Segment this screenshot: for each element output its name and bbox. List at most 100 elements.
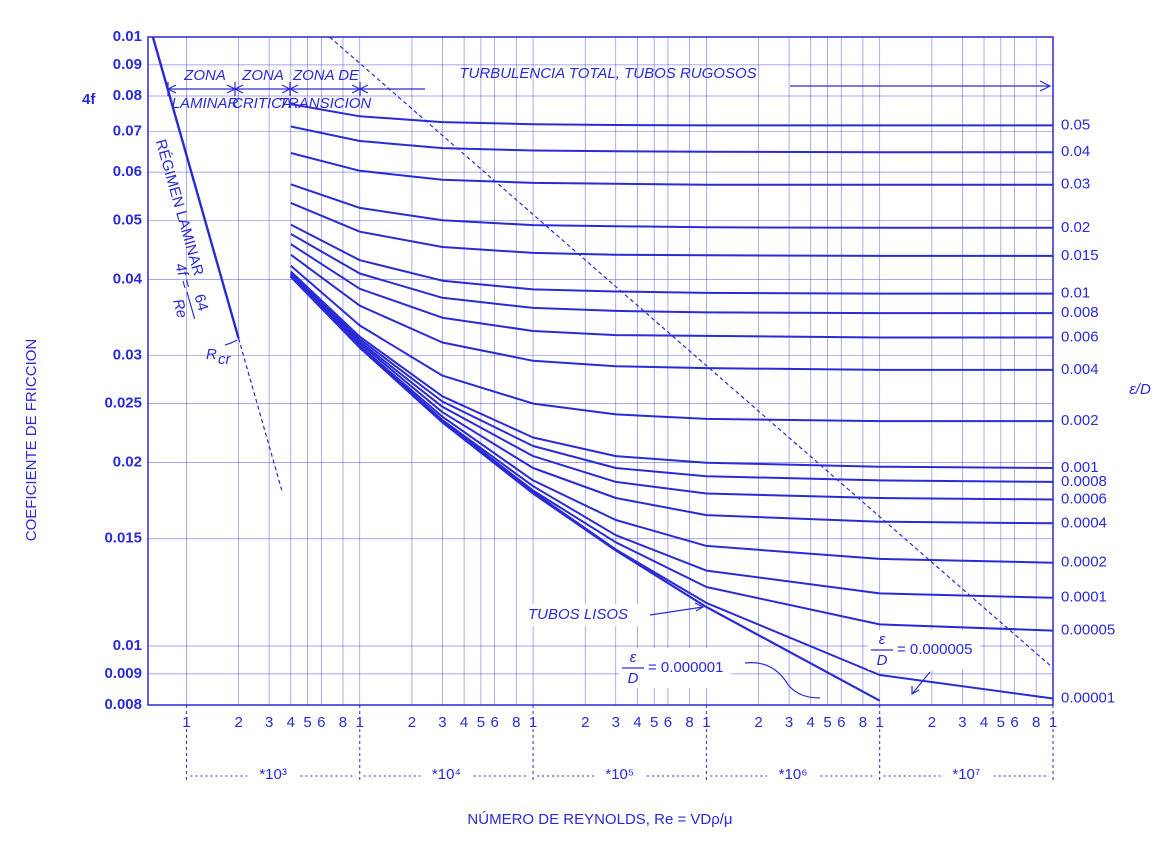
- zone-label: ZONA: [183, 67, 226, 84]
- roughness-label: 0.0001: [1061, 589, 1107, 606]
- decade-multiplier: *10⁵: [605, 766, 634, 783]
- label-bg: [1057, 246, 1123, 265]
- label-bg: [1057, 689, 1123, 708]
- x-tick-label: 8: [339, 714, 347, 731]
- y-tick-label: 0.09: [113, 56, 142, 73]
- roughness-label: 0.01: [1061, 285, 1090, 302]
- label-bg: [1057, 116, 1123, 135]
- roughness-curve: [290, 274, 1054, 525]
- roughness-curve: [290, 270, 1054, 469]
- x-tick-label: 3: [265, 714, 273, 731]
- roughness-curve: [290, 272, 1054, 483]
- roughness-label: 0.006: [1061, 328, 1099, 345]
- laminar-extension: [238, 338, 283, 491]
- y-axis-label: COEFICIENTE DE FRICCION: [23, 339, 40, 542]
- annotation-den: D: [877, 652, 888, 669]
- x-tick-label: 2: [408, 714, 416, 731]
- x-tick-label: 6: [490, 714, 498, 731]
- label-bg: [1057, 143, 1123, 162]
- annotation-den: D: [628, 670, 639, 687]
- smooth-label: TUBOS LISOS: [528, 606, 628, 623]
- label-bg: [247, 764, 300, 786]
- roughness-curve: [290, 223, 1053, 295]
- y-tick-label: 0.015: [104, 530, 142, 547]
- zone-label: TRANSICION: [279, 95, 372, 112]
- fraction-bar: [186, 291, 196, 320]
- x-tick-label: 8: [512, 714, 520, 731]
- right-axis-label: ε/D: [1129, 381, 1151, 398]
- roughness-label: 0.002: [1061, 412, 1099, 429]
- label-bg: [1057, 459, 1123, 478]
- roughness-label: 0.03: [1061, 176, 1090, 193]
- decade-multiplier: *10³: [259, 766, 287, 783]
- label-bg: [1057, 412, 1123, 431]
- label-bg: [1057, 588, 1123, 607]
- x-tick-label: 3: [438, 714, 446, 731]
- label-bg: [1057, 284, 1123, 303]
- x-tick-label: 2: [928, 714, 936, 731]
- roughness-label: 0.02: [1061, 219, 1090, 236]
- roughness-curve: [290, 152, 1053, 186]
- label-bg: [1057, 175, 1123, 194]
- transition-boundary: [329, 36, 1051, 666]
- x-tick-label: 4: [460, 714, 468, 731]
- y-tick-label: 0.01: [113, 637, 142, 654]
- x-axis-label: NÚMERO DE REYNOLDS, Re = VDρ/μ: [467, 811, 732, 828]
- label-bg: [1057, 328, 1123, 347]
- roughness-label: 0.00005: [1061, 622, 1115, 639]
- top-label: 4f: [82, 91, 96, 108]
- laminar-line: [151, 36, 240, 339]
- x-tick-label: 2: [234, 714, 242, 731]
- y-tick-label: 0.03: [113, 346, 142, 363]
- x-tick-label: 1: [702, 714, 710, 731]
- x-tick-label: 1: [876, 714, 884, 731]
- roughness-label: 0.0002: [1061, 554, 1107, 571]
- roughness-curve: [290, 253, 1053, 371]
- roughness-label: 0.004: [1061, 361, 1099, 378]
- zone-label: ZONA DE: [292, 67, 360, 84]
- annotation-num: ε: [630, 649, 637, 666]
- x-tick-label: 6: [317, 714, 325, 731]
- y-tick-label: 0.06: [113, 163, 142, 180]
- roughness-label: 0.008: [1061, 304, 1099, 321]
- critical-label: R: [206, 346, 217, 363]
- label-bg: [1057, 490, 1123, 509]
- decade-multiplier: *10⁷: [952, 766, 980, 783]
- x-tick-label: 4: [287, 714, 295, 731]
- zone-label: CRITICA: [232, 95, 292, 112]
- roughness-label: 0.001: [1061, 459, 1099, 476]
- x-tick-label: 5: [477, 714, 485, 731]
- x-tick-label: 4: [980, 714, 988, 731]
- formula-num: 64: [191, 292, 212, 313]
- x-tick-label: 1: [1049, 714, 1057, 731]
- x-tick-label: 5: [823, 714, 831, 731]
- x-tick-label: 6: [837, 714, 845, 731]
- x-tick-label: 8: [859, 714, 867, 731]
- y-tick-label: 0.05: [113, 211, 142, 228]
- roughness-label: 0.0006: [1061, 490, 1107, 507]
- zone-label: LAMINAR: [172, 95, 239, 112]
- roughness-curve: [290, 272, 1054, 501]
- y-tick-label: 0.008: [104, 696, 142, 713]
- x-tick-label: 6: [1010, 714, 1018, 731]
- x-tick-label: 1: [356, 714, 364, 731]
- roughness-label: 0.05: [1061, 116, 1090, 133]
- x-tick-label: 2: [754, 714, 762, 731]
- x-tick-label: 2: [581, 714, 589, 731]
- zone-label: TURBULENCIA TOTAL, TUBOS RUGOSOS: [459, 65, 756, 82]
- x-tick-label: 5: [997, 714, 1005, 731]
- x-tick-label: 8: [1032, 714, 1040, 731]
- roughness-curve: [290, 201, 1053, 257]
- x-tick-label: 8: [685, 714, 693, 731]
- x-tick-label: 1: [529, 714, 537, 731]
- critical-sub: cr: [218, 351, 232, 368]
- smooth-curve: [290, 275, 881, 702]
- roughness-curve: [290, 183, 1053, 229]
- x-tick-label: 6: [664, 714, 672, 731]
- y-tick-label: 0.07: [113, 122, 142, 139]
- x-tick-label: 5: [650, 714, 658, 731]
- label-bg: [593, 764, 646, 786]
- roughness-curve: [290, 125, 1053, 154]
